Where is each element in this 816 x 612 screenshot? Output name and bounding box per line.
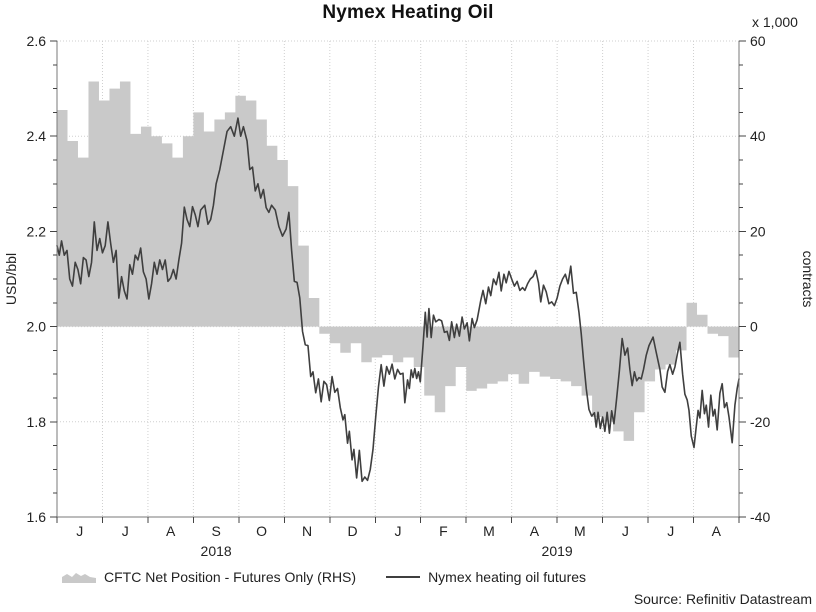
month-label: J (395, 523, 402, 539)
month-label: A (166, 523, 176, 539)
left-tick-label: 1.8 (27, 414, 47, 430)
year-label: 2018 (201, 543, 232, 559)
legend-label-futures: Nymex heating oil futures (428, 569, 587, 585)
area-swatch-icon (62, 572, 96, 583)
heating-oil-price-line (56, 117, 740, 483)
left-axis-title: USD/bbl (3, 253, 19, 305)
right-tick-label: 0 (750, 319, 758, 335)
month-label: A (530, 523, 540, 539)
legend-item-cftc: CFTC Net Position - Futures Only (RHS) (62, 569, 356, 585)
right-axis-title: contracts (800, 251, 816, 308)
cftc-net-position-area (57, 81, 739, 441)
left-tick-label: 2.6 (27, 33, 47, 49)
right-axis-unit-note: x 1,000 (752, 14, 798, 30)
month-label: J (122, 523, 129, 539)
month-label: J (622, 523, 629, 539)
right-tick-label: -20 (750, 414, 770, 430)
month-label: S (211, 523, 220, 539)
legend: CFTC Net Position - Futures Only (RHS) N… (62, 569, 586, 585)
month-label: M (574, 523, 586, 539)
year-label: 2019 (542, 543, 573, 559)
left-tick-label: 2.2 (27, 223, 47, 239)
month-label: M (483, 523, 495, 539)
chart-title: Nymex Heating Oil (322, 2, 494, 23)
month-label: F (439, 523, 448, 539)
left-tick-label: 2.4 (27, 128, 47, 144)
legend-label-cftc: CFTC Net Position - Futures Only (RHS) (104, 569, 357, 585)
line-swatch-icon (386, 576, 421, 578)
right-tick-label: 60 (750, 33, 766, 49)
left-tick-label: 1.6 (27, 509, 47, 525)
month-label: N (302, 523, 312, 539)
month-label: J (76, 523, 83, 539)
month-label: A (712, 523, 722, 539)
right-tick-label: -40 (750, 509, 770, 525)
left-tick-label: 2.0 (27, 319, 47, 335)
month-label: J (667, 523, 674, 539)
month-label: O (256, 523, 267, 539)
right-tick-label: 40 (750, 128, 766, 144)
source-note: Source: Refinitiv Datastream (633, 591, 812, 607)
right-tick-label: 20 (750, 223, 766, 239)
legend-item-futures: Nymex heating oil futures (386, 569, 586, 585)
month-label: D (347, 523, 357, 539)
